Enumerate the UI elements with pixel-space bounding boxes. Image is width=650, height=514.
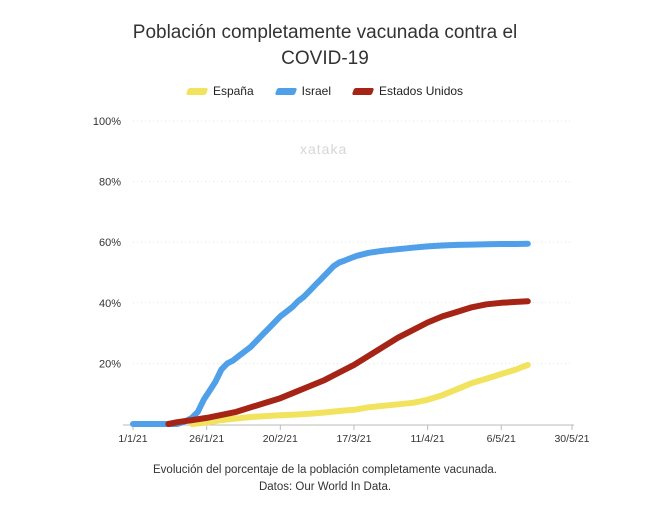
x-tick-label: 11/4/21 (410, 433, 444, 445)
x-tick-label: 1/1/21 (118, 433, 147, 445)
caption-line-1: Evolución del porcentaje de la población… (153, 464, 497, 476)
chart-title-line-1: Población completamente vacunada contra … (132, 22, 518, 43)
x-tick-label: 17/3/21 (336, 433, 371, 445)
x-tick-label: 20/2/21 (263, 433, 298, 445)
y-tick-label: 40% (99, 298, 121, 310)
y-tick-label: 80% (99, 177, 121, 189)
x-tick-label: 6/5/21 (487, 433, 516, 445)
chart-caption: Evolución del porcentaje de la población… (0, 462, 650, 496)
legend-item-espana[interactable]: España (185, 84, 254, 98)
watermark-logo: xataka (300, 141, 348, 157)
y-tick-label: 100% (93, 116, 121, 128)
series-line-espana (188, 361, 531, 427)
y-tick-label: 60% (99, 237, 121, 249)
legend-label-israel: Israel (301, 84, 331, 98)
series-line-israel (130, 240, 531, 427)
y-tick-label: 20% (99, 358, 121, 370)
x-tick-label: 30/5/21 (554, 433, 589, 445)
series-line-estados-unidos (165, 298, 531, 427)
legend-label-espana: España (212, 84, 254, 98)
chart-legend: España Israel Estados Unidos (0, 84, 650, 98)
caption-line-2: Datos: Our World In Data. (258, 481, 392, 493)
chart-title-line-2: COVID-19 (281, 48, 369, 69)
legend-item-estados-unidos[interactable]: Estados Unidos (351, 84, 464, 98)
x-tick-label: 26/1/21 (189, 433, 224, 445)
legend-label-estados-unidos: Estados Unidos (379, 84, 464, 98)
chart-title: Población completamente vacunada contra … (0, 20, 650, 72)
legend-item-israel[interactable]: Israel (274, 84, 331, 98)
